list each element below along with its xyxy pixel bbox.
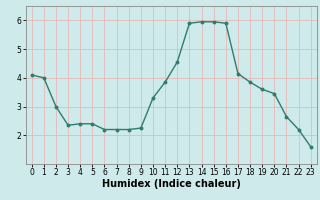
X-axis label: Humidex (Indice chaleur): Humidex (Indice chaleur) <box>102 179 241 189</box>
